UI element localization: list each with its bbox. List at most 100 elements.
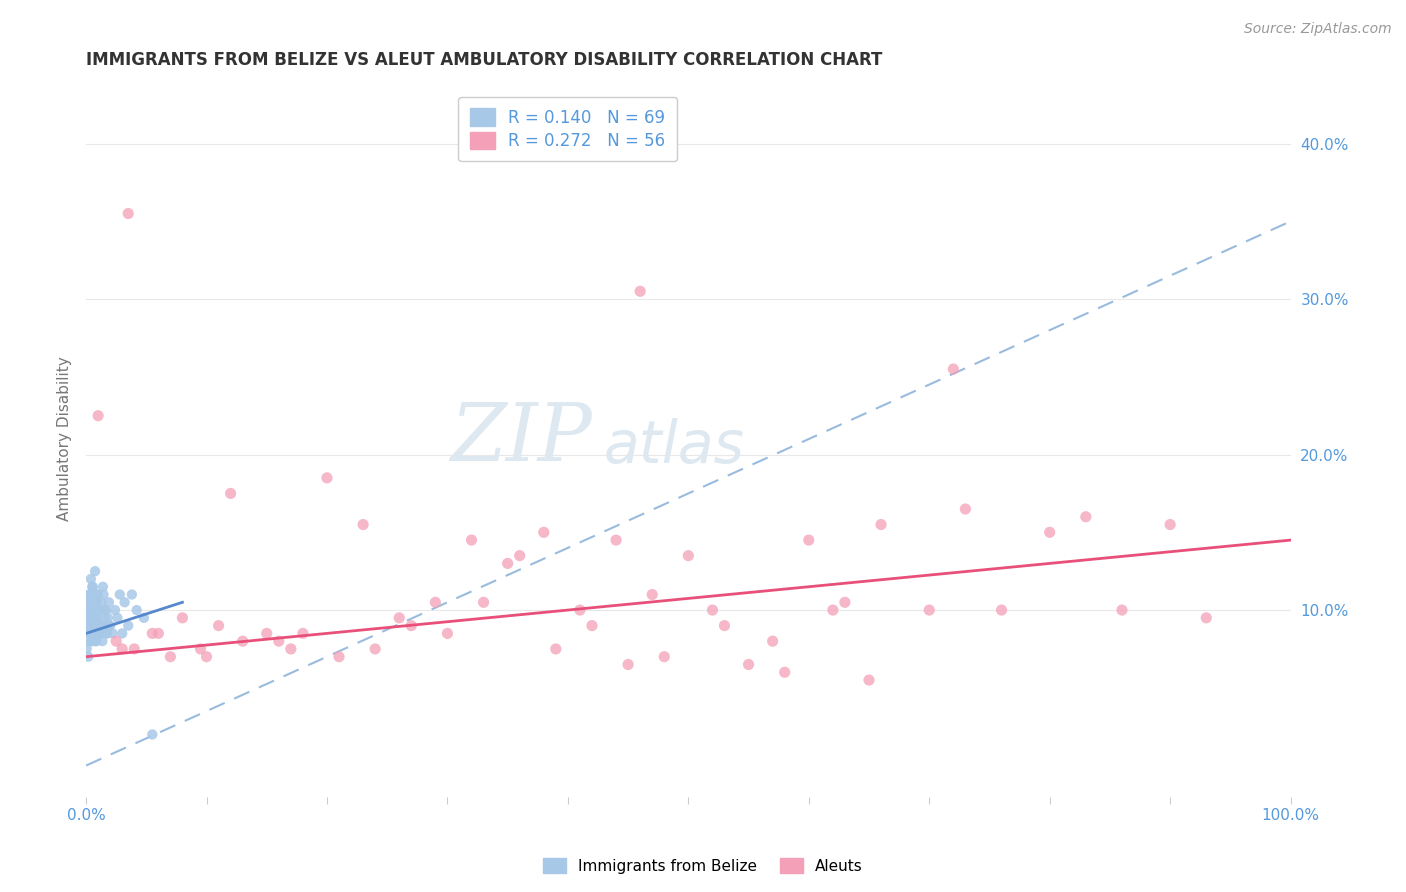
Point bbox=[388, 611, 411, 625]
Point bbox=[82, 580, 104, 594]
Point bbox=[77, 595, 100, 609]
Point bbox=[76, 642, 98, 657]
Point bbox=[87, 409, 110, 423]
Point bbox=[79, 618, 101, 632]
Point bbox=[870, 517, 893, 532]
Point bbox=[195, 649, 218, 664]
Point bbox=[79, 626, 101, 640]
Point bbox=[76, 618, 98, 632]
Point bbox=[84, 611, 107, 625]
Point bbox=[83, 626, 105, 640]
Point bbox=[617, 657, 640, 672]
Point bbox=[316, 471, 339, 485]
Point bbox=[86, 611, 108, 625]
Point bbox=[821, 603, 844, 617]
Point bbox=[1159, 517, 1181, 532]
Point bbox=[91, 580, 114, 594]
Point bbox=[90, 595, 112, 609]
Point bbox=[105, 611, 128, 625]
Point bbox=[91, 634, 114, 648]
Point bbox=[82, 580, 104, 594]
Point bbox=[256, 626, 278, 640]
Point bbox=[82, 626, 104, 640]
Point bbox=[581, 618, 603, 632]
Point bbox=[79, 611, 101, 625]
Point bbox=[87, 626, 110, 640]
Point bbox=[141, 727, 163, 741]
Point bbox=[105, 634, 128, 648]
Point bbox=[104, 603, 127, 617]
Point bbox=[401, 618, 423, 632]
Point bbox=[1074, 509, 1097, 524]
Point bbox=[1195, 611, 1218, 625]
Point bbox=[117, 618, 139, 632]
Point bbox=[678, 549, 700, 563]
Point bbox=[641, 587, 664, 601]
Point bbox=[172, 611, 194, 625]
Point bbox=[117, 206, 139, 220]
Point bbox=[114, 595, 136, 609]
Point bbox=[267, 634, 290, 648]
Point bbox=[89, 603, 111, 617]
Point bbox=[83, 603, 105, 617]
Point bbox=[79, 587, 101, 601]
Point bbox=[94, 603, 117, 617]
Point bbox=[955, 502, 977, 516]
Point bbox=[98, 618, 121, 632]
Point bbox=[918, 603, 941, 617]
Point bbox=[352, 517, 374, 532]
Point bbox=[1039, 525, 1062, 540]
Point bbox=[96, 626, 118, 640]
Point bbox=[93, 611, 115, 625]
Point bbox=[83, 603, 105, 617]
Point bbox=[80, 634, 103, 648]
Point bbox=[80, 595, 103, 609]
Point bbox=[533, 525, 555, 540]
Point bbox=[460, 533, 482, 547]
Point bbox=[80, 634, 103, 648]
Point bbox=[82, 611, 104, 625]
Point bbox=[84, 595, 107, 609]
Point bbox=[87, 603, 110, 617]
Point bbox=[628, 285, 651, 299]
Point bbox=[79, 603, 101, 617]
Point bbox=[509, 549, 531, 563]
Point bbox=[122, 642, 145, 657]
Point bbox=[84, 564, 107, 578]
Point bbox=[121, 587, 143, 601]
Point bbox=[190, 642, 212, 657]
Point bbox=[83, 618, 105, 632]
Point bbox=[96, 626, 118, 640]
Point bbox=[77, 603, 100, 617]
Point bbox=[84, 634, 107, 648]
Point bbox=[207, 618, 229, 632]
Point bbox=[108, 587, 131, 601]
Point bbox=[76, 634, 98, 648]
Point bbox=[702, 603, 724, 617]
Point bbox=[141, 626, 163, 640]
Point bbox=[990, 603, 1012, 617]
Point bbox=[1111, 603, 1133, 617]
Point bbox=[652, 649, 675, 664]
Point bbox=[97, 611, 120, 625]
Point bbox=[97, 595, 120, 609]
Point bbox=[77, 626, 100, 640]
Point bbox=[89, 618, 111, 632]
Point bbox=[472, 595, 495, 609]
Point bbox=[89, 618, 111, 632]
Point bbox=[148, 626, 170, 640]
Point bbox=[436, 626, 458, 640]
Point bbox=[80, 611, 103, 625]
Point bbox=[77, 649, 100, 664]
Point bbox=[328, 649, 350, 664]
Point bbox=[84, 634, 107, 648]
Point bbox=[773, 665, 796, 680]
Point bbox=[93, 618, 115, 632]
Point bbox=[425, 595, 447, 609]
Point bbox=[111, 626, 134, 640]
Point bbox=[834, 595, 856, 609]
Point bbox=[97, 618, 120, 632]
Point bbox=[86, 587, 108, 601]
Point bbox=[942, 362, 965, 376]
Point bbox=[93, 587, 115, 601]
